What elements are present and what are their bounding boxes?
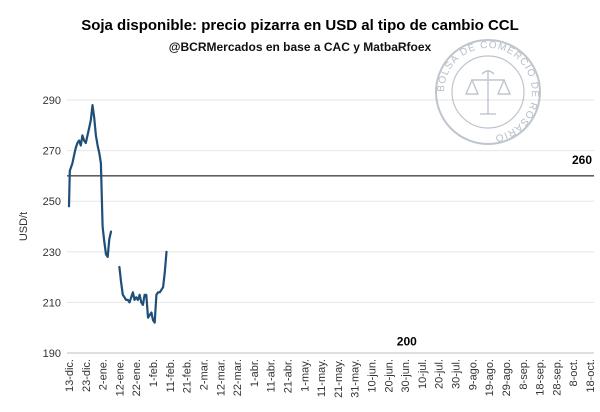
y-tick-label: 270	[43, 146, 61, 158]
x-tick-label: 20-jun.	[383, 359, 395, 393]
bcr-seal-logo: BOLSA DE COMERCIO DE ROSARIO	[435, 39, 541, 145]
series-line-segment	[118, 250, 168, 324]
chart-subtitle: @BCRMercados en base a CAC y MatbaRfoex	[168, 40, 432, 54]
x-tick-label: 1-abr.	[249, 359, 261, 387]
x-tick-label: 31-may.	[350, 359, 362, 398]
x-tick-label: 22-mar.	[232, 359, 244, 396]
chart-title: Soja disponible: precio pizarra en USD a…	[81, 17, 519, 34]
series-soja	[67, 104, 168, 324]
y-tick-label: 290	[43, 95, 61, 107]
x-tick-label: 28-sep.	[551, 359, 563, 396]
x-tick-label: 2-mar.	[198, 359, 210, 390]
min-annotation: 200	[397, 335, 417, 349]
x-tick-label: 9-ago.	[467, 359, 479, 390]
x-tick-label: 21-may.	[333, 359, 345, 398]
x-tick-label: 8-oct.	[568, 359, 580, 387]
x-tick-label: 21-abr.	[282, 359, 294, 393]
x-tick-label: 11-feb.	[165, 359, 177, 392]
x-tick-label: 1-feb.	[148, 359, 160, 387]
y-tick-label: 250	[43, 196, 61, 208]
x-tick-label: 2-ene.	[98, 359, 110, 390]
y-axis-label: USD/t	[18, 212, 30, 241]
x-tick-label: 1-may.	[299, 359, 311, 392]
x-tick-label: 22-ene.	[131, 359, 143, 396]
x-tick-label: 30-jun.	[400, 359, 412, 393]
x-tick-label: 23-dic.	[81, 359, 93, 392]
y-axis-ticks: 190 210 230 250 270 290	[43, 95, 61, 360]
x-tick-label: 11-abr.	[266, 359, 278, 392]
x-tick-label: 10-jun.	[367, 359, 379, 393]
x-tick-label: 30-jul.	[451, 359, 463, 389]
y-tick-label: 190	[43, 348, 61, 360]
x-tick-label: 11-may.	[316, 359, 328, 397]
y-tick-label: 230	[43, 247, 61, 259]
series-line-segment	[67, 104, 113, 258]
x-tick-label: 12-ene.	[114, 359, 126, 396]
x-tick-label: 29-ago.	[501, 359, 513, 396]
x-tick-label: 12-mar.	[215, 359, 227, 396]
x-tick-label: 21-feb.	[182, 359, 194, 393]
x-tick-label: 10-jul.	[417, 359, 429, 389]
gridlines	[67, 99, 594, 354]
x-tick-label: 20-jul.	[434, 359, 446, 389]
reference-line-label: 260	[572, 153, 592, 167]
x-tick-label: 13-dic.	[64, 359, 76, 392]
x-tick-label: 18-sep.	[535, 359, 547, 396]
x-tick-label: 18-oct.	[585, 359, 597, 393]
x-tick-label: 19-ago.	[484, 359, 496, 396]
y-tick-label: 210	[43, 297, 61, 309]
x-tick-label: 8-sep.	[518, 359, 530, 390]
x-axis-ticks: 13-dic. 23-dic. 2-ene. 12-ene. 22-ene. 1-feb.…	[64, 359, 597, 398]
